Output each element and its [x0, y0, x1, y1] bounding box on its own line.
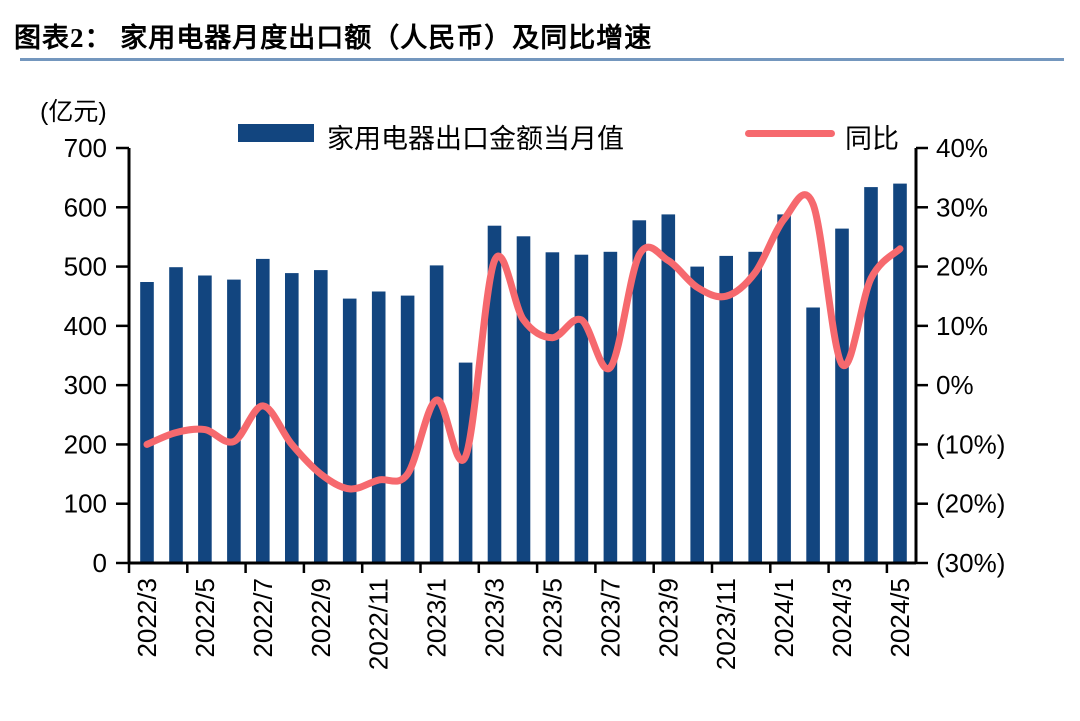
svg-text:100: 100 — [64, 489, 107, 519]
svg-text:2023/11: 2023/11 — [711, 578, 741, 670]
bar-2022/10 — [342, 298, 357, 563]
bar-2023/4 — [516, 236, 531, 564]
left-axis: 700 600 500 400 300 200 100 0 — [64, 133, 129, 578]
x-axis: 2022/3 2022/5 2022/7 2022/9 2022/11 2023/1 202… — [127, 563, 915, 670]
chart-title: 图表2： 家用电器月度出口额（人民币）及同比增速 — [14, 23, 653, 53]
left-axis-unit-label: (亿元) — [40, 98, 107, 126]
bar-2023/1 — [429, 265, 444, 563]
bar-2024/3 — [835, 228, 849, 563]
svg-text:2023/5: 2023/5 — [537, 578, 567, 658]
svg-text:2024/3: 2024/3 — [827, 578, 857, 658]
bar-2022/3 — [140, 282, 154, 563]
line-series-label: 同比 — [845, 124, 899, 154]
svg-text:400: 400 — [64, 311, 107, 341]
bar-2024/1 — [777, 214, 791, 563]
svg-text:(20%): (20%) — [936, 489, 1005, 519]
bar-series — [140, 183, 907, 564]
svg-text:2022/11: 2022/11 — [364, 578, 394, 670]
svg-text:(10%): (10%) — [936, 429, 1005, 459]
bar-2023/3 — [487, 225, 502, 563]
bar-2023/12 — [748, 251, 762, 564]
bar-2023/8 — [632, 220, 647, 564]
svg-text:2023/1: 2023/1 — [422, 578, 452, 658]
bar-series-label: 家用电器出口金额当月值 — [327, 124, 624, 154]
bar-2022/9 — [314, 270, 328, 563]
axes — [127, 148, 918, 565]
bar-2022/7 — [256, 258, 270, 563]
svg-text:700: 700 — [64, 133, 107, 163]
svg-text:0: 0 — [93, 548, 107, 578]
bar-2022/11 — [371, 291, 386, 563]
svg-text:30%: 30% — [936, 192, 988, 222]
bar-2023/10 — [690, 266, 704, 563]
svg-text:600: 600 — [64, 192, 107, 222]
svg-text:2022/3: 2022/3 — [132, 578, 162, 658]
svg-text:20%: 20% — [936, 252, 988, 282]
bar-2024/2 — [806, 307, 820, 563]
bar-2023/5 — [545, 252, 560, 564]
svg-text:2023/9: 2023/9 — [653, 578, 683, 658]
bar-2023/11 — [719, 255, 733, 563]
bar-2022/5 — [198, 275, 212, 563]
yoy-line — [143, 191, 904, 493]
svg-text:300: 300 — [64, 370, 107, 400]
bar-2024/4 — [864, 187, 878, 563]
bar-2023/7 — [603, 251, 618, 564]
right-axis: 40% 30% 20% 10% 0% (10%) (20%) (30%) — [916, 133, 1005, 578]
bar-2022/6 — [227, 279, 241, 563]
svg-text:10%: 10% — [936, 311, 988, 341]
svg-text:2022/5: 2022/5 — [190, 578, 220, 658]
bar-2023/6 — [574, 254, 589, 563]
svg-text:2024/1: 2024/1 — [769, 578, 799, 658]
svg-text:(30%): (30%) — [936, 548, 1005, 578]
bar-2022/8 — [285, 273, 299, 563]
svg-text:2023/7: 2023/7 — [595, 578, 625, 658]
svg-text:200: 200 — [64, 429, 107, 459]
title-divider — [20, 58, 1064, 61]
bar-2022/12 — [400, 295, 415, 563]
svg-text:2024/5: 2024/5 — [885, 578, 915, 658]
bar-2023/2 — [458, 362, 473, 563]
bar-2024/5 — [893, 183, 907, 563]
svg-text:2022/9: 2022/9 — [306, 578, 336, 658]
svg-text:500: 500 — [64, 252, 107, 282]
line-series-swatch — [745, 130, 835, 137]
bar-2022/4 — [169, 267, 183, 563]
svg-text:2022/7: 2022/7 — [248, 578, 278, 658]
svg-text:40%: 40% — [936, 133, 988, 163]
bar-2023/9 — [661, 214, 676, 563]
svg-text:0%: 0% — [936, 370, 974, 400]
bar-series-swatch — [238, 124, 314, 142]
svg-text:2023/3: 2023/3 — [480, 578, 510, 658]
